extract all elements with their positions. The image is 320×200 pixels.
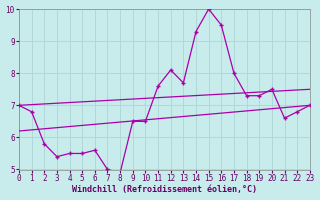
X-axis label: Windchill (Refroidissement éolien,°C): Windchill (Refroidissement éolien,°C) (72, 185, 257, 194)
